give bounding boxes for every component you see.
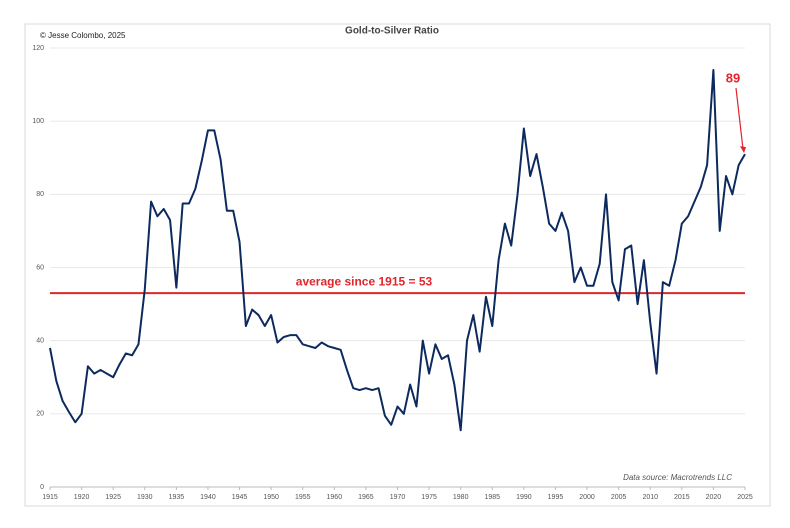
average-label: average since 1915 = 53 bbox=[296, 274, 433, 288]
x-tick-label: 1940 bbox=[200, 494, 216, 501]
y-tick-label: 40 bbox=[36, 338, 44, 345]
x-tick-label: 1920 bbox=[74, 494, 90, 501]
x-tick-label: 1980 bbox=[453, 494, 469, 501]
y-tick-label: 0 bbox=[40, 484, 44, 491]
x-tick-label: 1970 bbox=[390, 494, 406, 501]
y-tick-label: 100 bbox=[32, 118, 44, 125]
x-tick-label: 1925 bbox=[105, 494, 121, 501]
x-tick-label: 1930 bbox=[137, 494, 153, 501]
chart-frame bbox=[24, 23, 771, 507]
x-tick-label: 1960 bbox=[327, 494, 343, 501]
x-tick-label: 1965 bbox=[358, 494, 374, 501]
x-tick-label: 1955 bbox=[295, 494, 311, 501]
x-tick-label: 1990 bbox=[516, 494, 532, 501]
x-tick-label: 2015 bbox=[674, 494, 690, 501]
x-tick-label: 2020 bbox=[706, 494, 722, 501]
chart-title: Gold-to-Silver Ratio bbox=[345, 26, 439, 37]
x-tick-label: 2000 bbox=[579, 494, 595, 501]
x-tick-label: 2005 bbox=[611, 494, 627, 501]
annotation-arrowhead bbox=[740, 146, 746, 154]
x-tick-label: 1950 bbox=[263, 494, 279, 501]
last-value-annotation: 89 bbox=[726, 70, 740, 85]
x-tick-label: 1995 bbox=[548, 494, 564, 501]
source-note: Data source: Macrotrends LLC bbox=[623, 473, 732, 482]
y-tick-label: 60 bbox=[36, 264, 44, 271]
y-tick-label: 20 bbox=[36, 411, 44, 418]
copyright: © Jesse Colombo, 2025 bbox=[40, 31, 126, 40]
x-tick-label: 2010 bbox=[642, 494, 658, 501]
y-tick-label: 120 bbox=[32, 45, 44, 52]
x-tick-label: 1985 bbox=[484, 494, 500, 501]
x-tick-label: 1915 bbox=[42, 494, 58, 501]
annotation-arrow bbox=[735, 87, 744, 150]
x-tick-label: 1945 bbox=[232, 494, 248, 501]
x-tick-label: 1975 bbox=[421, 494, 437, 501]
x-tick-label: 1935 bbox=[169, 494, 185, 501]
y-tick-label: 80 bbox=[36, 191, 44, 198]
data-line bbox=[49, 68, 746, 432]
x-tick-label: 2025 bbox=[737, 494, 753, 501]
